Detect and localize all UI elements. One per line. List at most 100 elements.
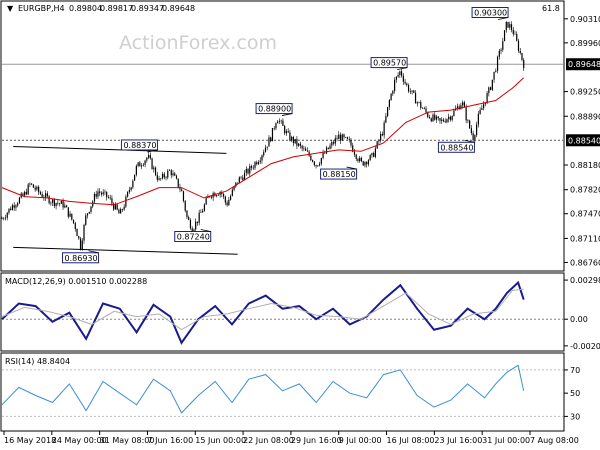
candle-body <box>294 138 296 144</box>
price-tick-label: 0.87470 <box>570 210 600 219</box>
candle-body <box>516 33 518 41</box>
candle-body <box>100 192 103 195</box>
candle-body <box>400 71 403 76</box>
candle-body <box>114 204 117 210</box>
candle-body <box>257 162 260 165</box>
candle-body <box>348 139 350 140</box>
candle-body <box>57 202 59 204</box>
candle-body <box>167 170 169 178</box>
candle-body <box>181 189 183 192</box>
candle-body <box>238 177 240 183</box>
time-tick-label: 23 Jul 16:00 <box>434 436 482 445</box>
candle-body <box>53 199 55 206</box>
macd-line <box>1 280 525 345</box>
candle-body <box>93 193 96 202</box>
candle-body <box>120 209 122 214</box>
candle-body <box>462 102 464 106</box>
level-box <box>566 134 600 147</box>
candle-body <box>193 229 195 232</box>
header-symbol: EURGBP,H4 <box>18 4 65 13</box>
candle-body <box>60 200 62 204</box>
candle-body <box>99 191 101 193</box>
candle-body <box>282 120 284 126</box>
candle-body <box>285 131 288 134</box>
candle-body <box>195 221 197 230</box>
candle-body <box>22 193 24 196</box>
candle-body <box>495 70 497 72</box>
candle-body <box>18 197 21 204</box>
candle-body <box>502 41 504 50</box>
candle-body <box>369 154 371 161</box>
annotation-box <box>174 231 212 243</box>
candle-body <box>332 142 335 144</box>
candle-body <box>406 83 408 86</box>
time-tick-label: 15 Jun 00:00 <box>195 436 246 445</box>
candle-body <box>327 147 329 149</box>
candle-body <box>428 117 431 119</box>
candle-body <box>449 116 452 120</box>
rsi-layer: 70 50 30 <box>1 364 580 421</box>
candle-body <box>177 178 179 188</box>
annotation-box <box>320 168 358 180</box>
macd-tick-label: -0.002036 <box>570 342 600 351</box>
candle-body <box>338 134 340 139</box>
candle-body <box>3 218 5 220</box>
candle-body <box>130 187 132 190</box>
candle-body <box>519 51 521 54</box>
annotation-label: 0.90300 <box>474 8 507 17</box>
header-close: 0.89648 <box>162 4 195 13</box>
candle-body <box>498 50 500 57</box>
header-open: 0.89804 <box>69 4 102 13</box>
annotation-box <box>255 103 293 115</box>
candle-body <box>15 205 17 208</box>
candle-body <box>46 193 48 197</box>
candle-body <box>418 102 420 103</box>
candle-body <box>151 158 153 170</box>
candle-body <box>259 160 261 163</box>
candle-body <box>491 79 493 90</box>
header-low: 0.89347 <box>131 4 164 13</box>
candle-body <box>62 200 64 208</box>
candle-body <box>353 151 356 155</box>
candle-body <box>224 196 226 203</box>
time-tick-label: 7 Jun 16:00 <box>147 436 193 445</box>
candle-body <box>308 151 310 156</box>
candle-body <box>198 212 200 223</box>
candle-body <box>453 110 455 116</box>
candle-body <box>496 56 499 71</box>
candle-body <box>107 197 110 198</box>
rsi-tick-label: 50 <box>570 389 580 398</box>
candle-body <box>207 196 209 199</box>
candle-body <box>249 165 251 174</box>
candle-body <box>226 202 228 206</box>
candle-body <box>510 24 513 30</box>
candle-body <box>52 199 54 203</box>
candle-body <box>477 113 479 125</box>
candle-body <box>242 177 244 181</box>
candle-body <box>186 210 188 218</box>
candle-body <box>476 124 478 136</box>
candle-body <box>165 177 167 178</box>
candle-body <box>517 40 520 52</box>
candle-body <box>4 217 7 219</box>
candle-body <box>291 136 293 141</box>
candle-body <box>154 167 157 176</box>
candle-body <box>48 196 50 204</box>
annotation-label: 0.88900 <box>258 105 291 114</box>
candle-body <box>500 49 502 51</box>
candle-body <box>76 228 78 237</box>
candle-body <box>484 103 486 105</box>
candle-body <box>240 177 242 178</box>
candle-body <box>191 228 193 232</box>
candle-body <box>404 81 406 84</box>
candle-body <box>439 118 441 121</box>
candle-body <box>113 203 115 210</box>
candle-body <box>79 238 82 250</box>
candle-body <box>161 173 164 179</box>
candle-body <box>231 189 233 196</box>
candle-body <box>383 122 385 136</box>
candle-body <box>74 222 76 229</box>
candle-body <box>69 213 71 217</box>
candle-body <box>228 199 230 206</box>
